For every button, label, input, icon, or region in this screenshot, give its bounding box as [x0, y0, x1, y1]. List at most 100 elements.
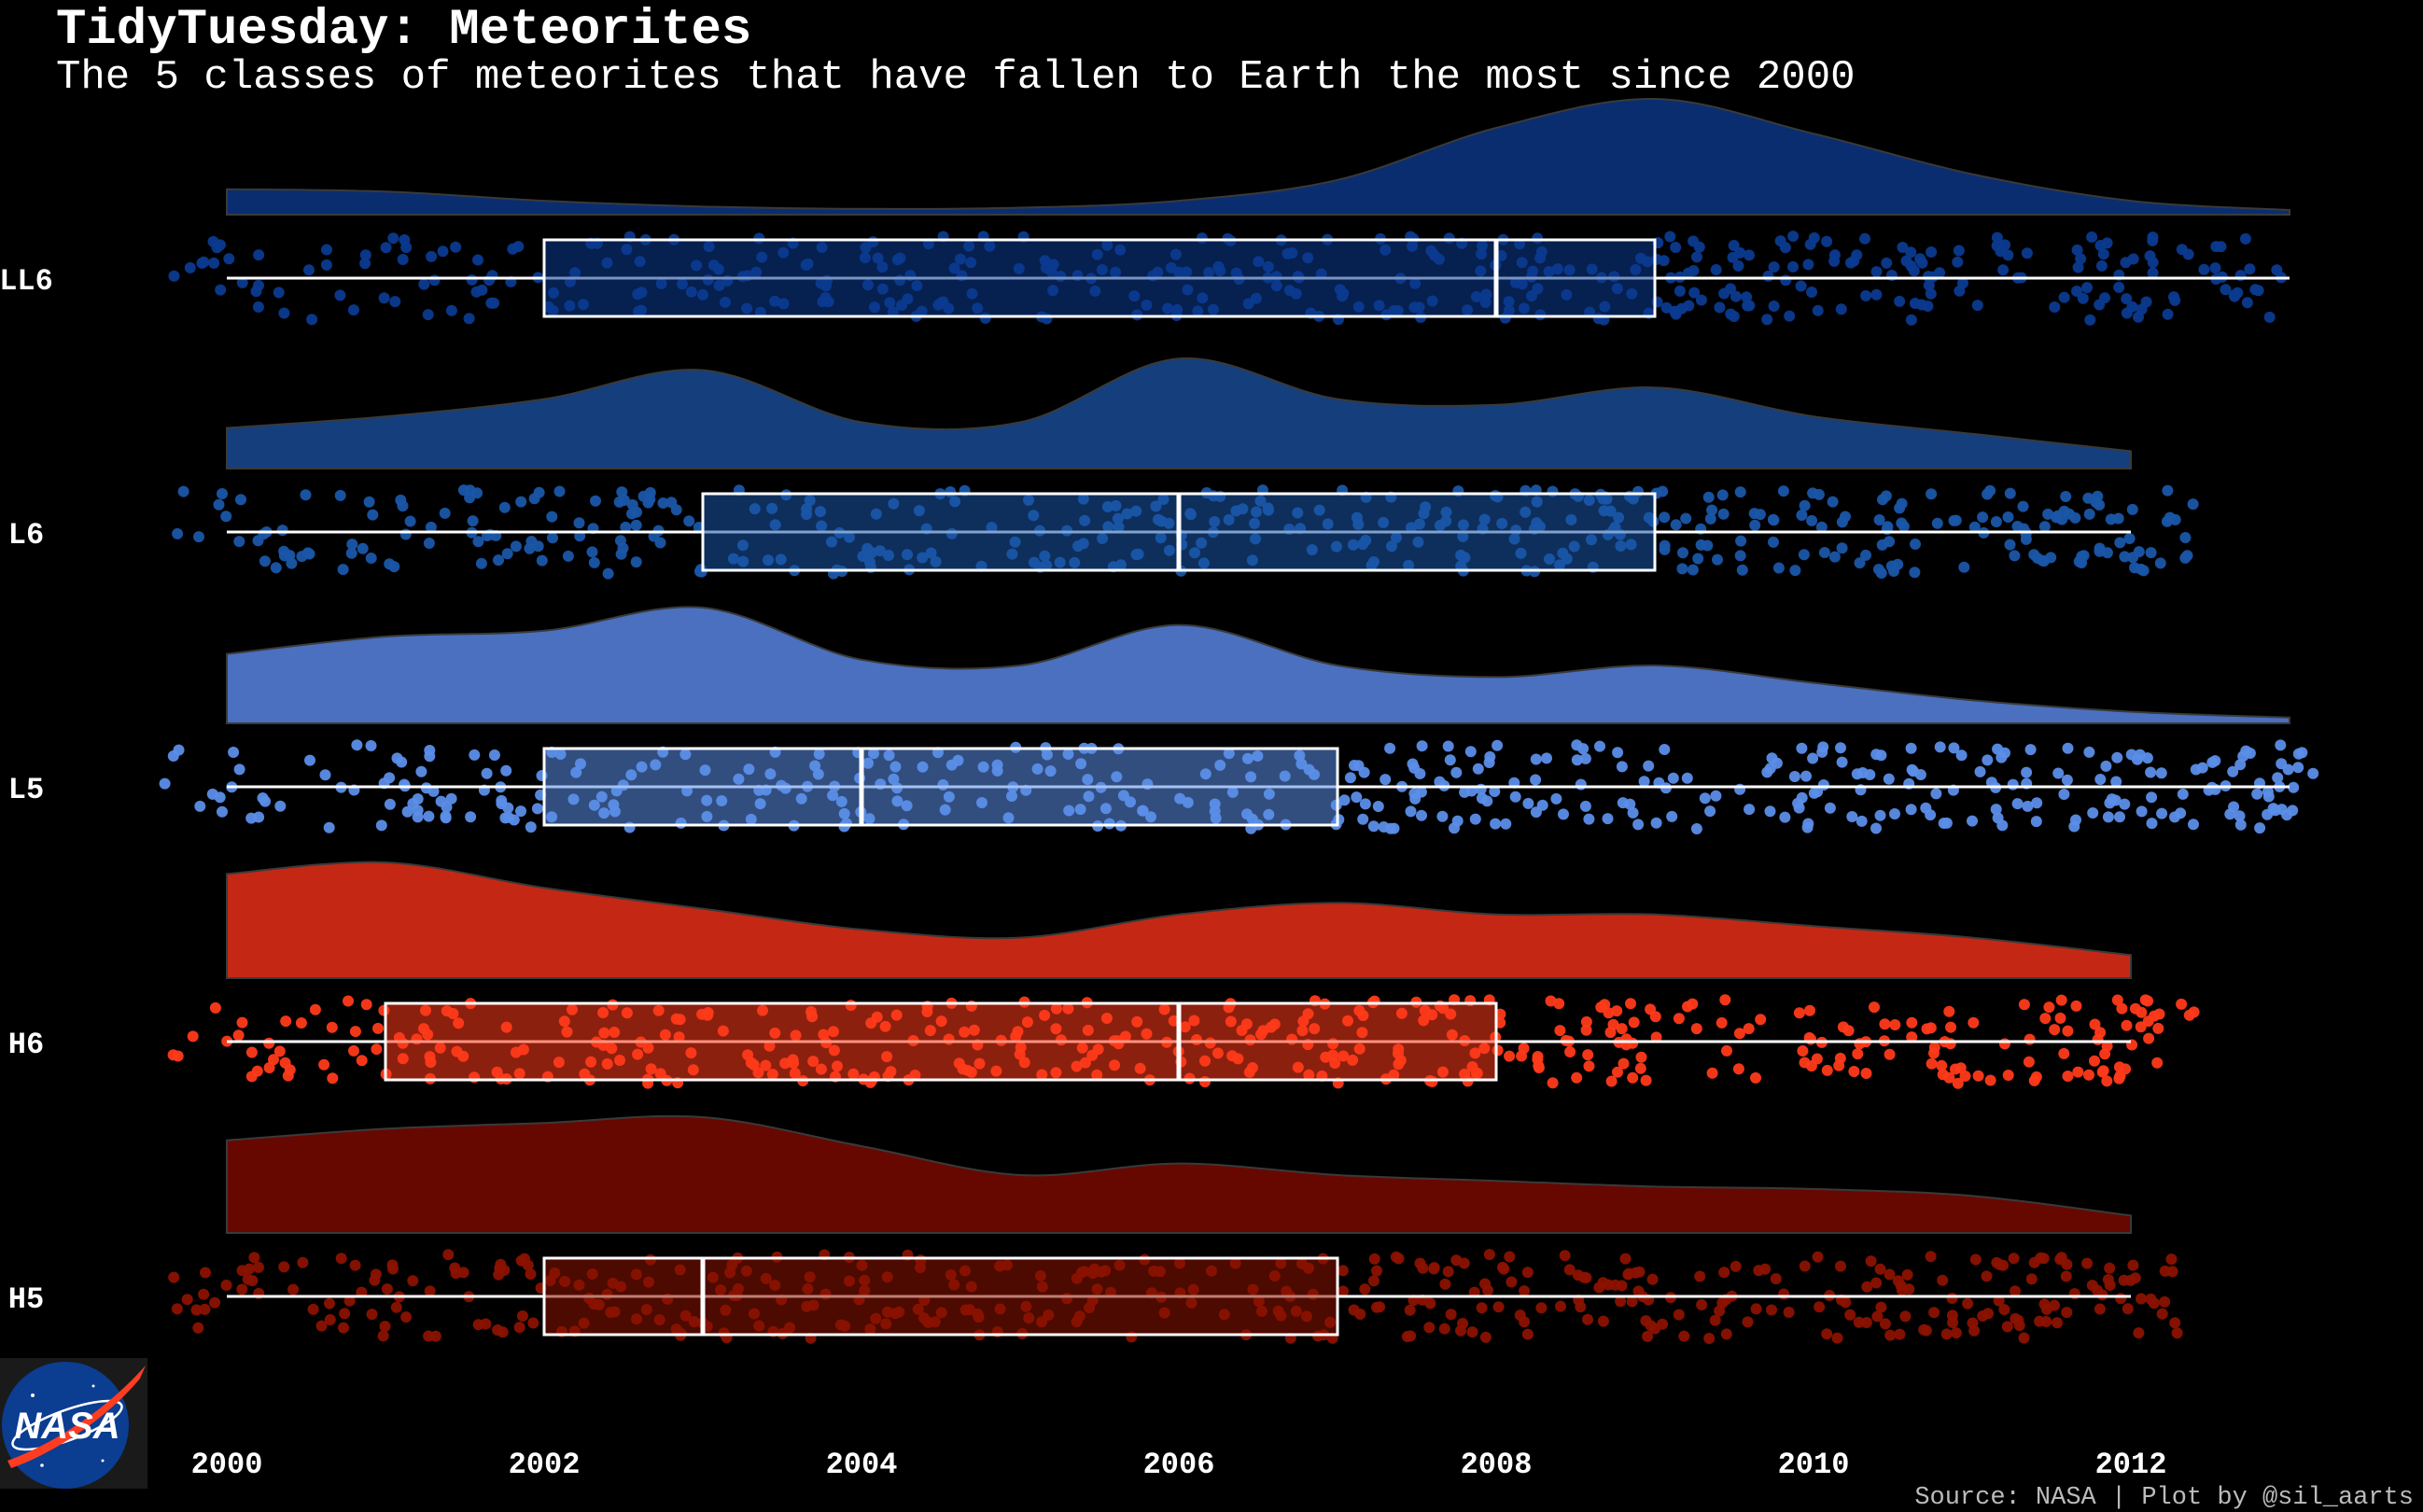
point-l5 — [214, 791, 226, 804]
point-h6 — [2018, 999, 2030, 1011]
point-h5 — [171, 1303, 183, 1315]
point-l5 — [2196, 762, 2208, 774]
point-l5 — [2111, 751, 2123, 763]
point-h6 — [1553, 998, 1565, 1010]
point-ll6 — [184, 261, 196, 273]
point-l6 — [1692, 553, 1704, 565]
point-h5 — [1874, 1263, 1886, 1275]
point-h5 — [1498, 1263, 1510, 1275]
point-ll6 — [1922, 301, 1934, 312]
point-h5 — [2124, 1274, 2136, 1286]
point-l5 — [2177, 788, 2189, 800]
point-l5 — [445, 792, 457, 805]
point-l6 — [573, 517, 585, 529]
point-l5 — [1955, 749, 1968, 762]
point-h5 — [209, 1296, 221, 1309]
point-l6 — [1734, 550, 1746, 562]
point-h5 — [493, 1268, 505, 1281]
point-h5 — [2127, 1259, 2139, 1271]
point-h5 — [1730, 1260, 1742, 1272]
point-h5 — [1457, 1318, 1469, 1329]
point-l5 — [1344, 772, 1356, 784]
point-l6 — [493, 554, 504, 567]
point-l6 — [2037, 554, 2049, 567]
point-h6 — [2116, 1002, 2128, 1015]
point-h5 — [2013, 1320, 2025, 1332]
point-l5 — [1558, 808, 1569, 820]
point-h5 — [1368, 1253, 1380, 1265]
x-tick-2006: 2006 — [1143, 1448, 1215, 1482]
point-l6 — [547, 532, 558, 544]
point-h5 — [379, 1321, 391, 1333]
point-h6 — [1925, 1022, 1937, 1034]
point-l6 — [590, 495, 601, 507]
point-ll6 — [278, 307, 290, 319]
point-h6 — [1690, 1023, 1702, 1035]
point-h6 — [371, 1043, 383, 1056]
box-l5 — [542, 747, 1339, 827]
point-l5 — [2188, 819, 2199, 831]
point-h6 — [263, 1037, 275, 1049]
point-l5 — [1541, 752, 1552, 764]
point-h5 — [407, 1275, 419, 1287]
point-ll6 — [400, 242, 413, 254]
point-l6 — [1735, 535, 1747, 547]
point-ll6 — [1779, 242, 1791, 254]
point-ll6 — [1881, 257, 1893, 269]
point-h5 — [190, 1304, 203, 1316]
point-l5 — [1444, 754, 1456, 766]
point-l5 — [304, 754, 315, 766]
point-ll6 — [1670, 242, 1682, 253]
point-ll6 — [2121, 293, 2133, 305]
point-l5 — [2052, 767, 2065, 779]
point-l6 — [472, 536, 484, 548]
point-l5 — [2087, 807, 2099, 819]
point-h6 — [348, 1044, 359, 1057]
point-l6 — [614, 535, 626, 547]
point-h5 — [278, 1261, 290, 1273]
point-h6 — [2054, 1012, 2066, 1024]
point-l5 — [1530, 753, 1542, 765]
point-ll6 — [1806, 287, 1817, 298]
point-ll6 — [1670, 305, 1682, 317]
point-l5 — [1710, 790, 1722, 802]
point-l6 — [2129, 562, 2140, 574]
point-ll6 — [1660, 301, 1673, 314]
point-h5 — [1993, 1295, 2005, 1307]
point-ll6 — [1995, 245, 2007, 258]
point-h5 — [1814, 1301, 1826, 1313]
point-l6 — [2119, 551, 2131, 563]
point-h5 — [1401, 1331, 1413, 1342]
point-h5 — [472, 1319, 484, 1331]
point-h5 — [2018, 1332, 2030, 1344]
point-h5 — [366, 1309, 378, 1321]
point-l5 — [1405, 805, 1417, 818]
point-ll6 — [1780, 274, 1792, 287]
point-ll6 — [1688, 235, 1700, 247]
point-l5 — [1384, 742, 1396, 754]
point-l5 — [1788, 771, 1800, 782]
point-l5 — [319, 769, 331, 781]
point-h5 — [1580, 1272, 1592, 1283]
point-h5 — [1673, 1309, 1685, 1321]
point-h5 — [1696, 1299, 1708, 1310]
point-h5 — [1831, 1332, 1843, 1344]
point-h5 — [1903, 1283, 1915, 1295]
point-h6 — [1854, 1038, 1866, 1050]
point-l6 — [467, 515, 479, 527]
point-h5 — [370, 1268, 382, 1281]
point-ll6 — [378, 292, 390, 304]
point-h6 — [1627, 1071, 1639, 1084]
point-h6 — [2058, 1047, 2070, 1059]
point-l5 — [1450, 766, 1463, 778]
point-l5 — [1522, 797, 1534, 809]
category-label-h5: H5 — [8, 1282, 44, 1317]
point-h6 — [2149, 1010, 2160, 1022]
point-l5 — [2228, 801, 2240, 813]
point-l6 — [620, 521, 632, 533]
point-h5 — [1753, 1265, 1765, 1277]
point-h6 — [2039, 1013, 2052, 1025]
point-h5 — [1946, 1293, 1958, 1304]
point-l5 — [407, 798, 419, 809]
point-ll6 — [1828, 255, 1841, 267]
